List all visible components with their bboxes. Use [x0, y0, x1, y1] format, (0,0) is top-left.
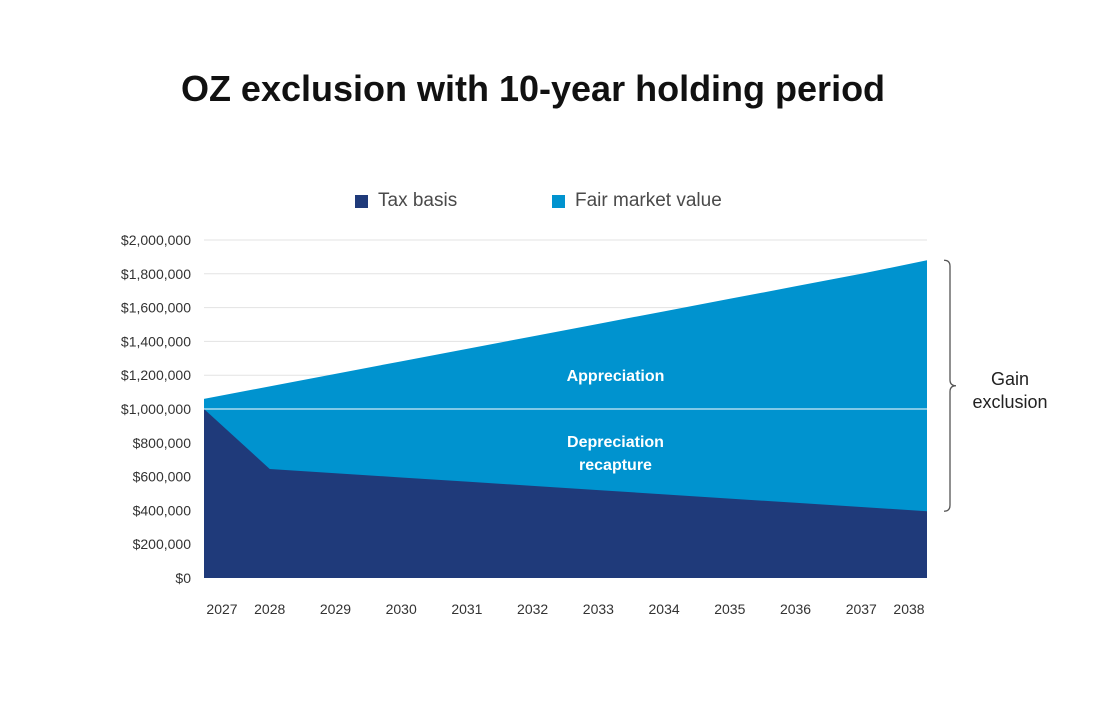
x-tick-label: 2029	[320, 601, 351, 617]
depreciation-label-line2: recapture	[579, 457, 652, 474]
chart-title: OZ exclusion with 10-year holding period	[180, 68, 886, 109]
gain-exclusion-label-line2: exclusion	[972, 392, 1047, 412]
x-tick-label: 2037	[846, 601, 877, 617]
tax-basis-area	[204, 409, 927, 578]
gain-exclusion-bracket	[943, 259, 957, 512]
y-tick-label: $2,000,000	[121, 232, 191, 248]
x-tick-label: 2028	[254, 601, 285, 617]
x-tick-label: 2036	[780, 601, 811, 617]
y-tick-label: $800,000	[133, 435, 192, 451]
y-tick-label: $200,000	[133, 536, 192, 552]
legend-item-tax-basis: Tax basis	[355, 190, 457, 212]
x-tick-label: 2038	[893, 601, 924, 617]
y-tick-label: $1,000,000	[121, 401, 191, 417]
x-tick-label: 2031	[451, 601, 482, 617]
y-tick-label: $1,600,000	[121, 300, 191, 316]
appreciation-label: Appreciation	[567, 368, 665, 385]
x-tick-label: 2035	[714, 601, 745, 617]
legend-item-fair-market-value: Fair market value	[552, 190, 722, 212]
y-tick-label: $1,200,000	[121, 367, 191, 383]
y-tick-label: $0	[175, 570, 191, 586]
x-tick-label: 2030	[386, 601, 417, 617]
depreciation-label-line1: Depreciation	[567, 434, 664, 451]
x-tick-label: 2033	[583, 601, 614, 617]
y-tick-label: $1,400,000	[121, 333, 191, 349]
gain-exclusion-label-line1: Gain	[991, 369, 1029, 389]
legend-swatch-tax-basis	[355, 194, 368, 208]
x-tick-label: 2032	[517, 601, 548, 617]
x-tick-label: 2034	[649, 601, 680, 617]
legend-label-tax-basis: Tax basis	[378, 190, 458, 211]
x-tick-label: 2027	[206, 601, 237, 617]
y-tick-label: $1,800,000	[121, 266, 191, 282]
y-tick-label: $600,000	[133, 469, 192, 485]
legend: Tax basis Fair market value	[0, 190, 1100, 214]
y-tick-label: $400,000	[133, 502, 192, 518]
legend-swatch-fair-market-value	[552, 194, 565, 208]
legend-label-fair-market-value: Fair market value	[575, 190, 722, 211]
